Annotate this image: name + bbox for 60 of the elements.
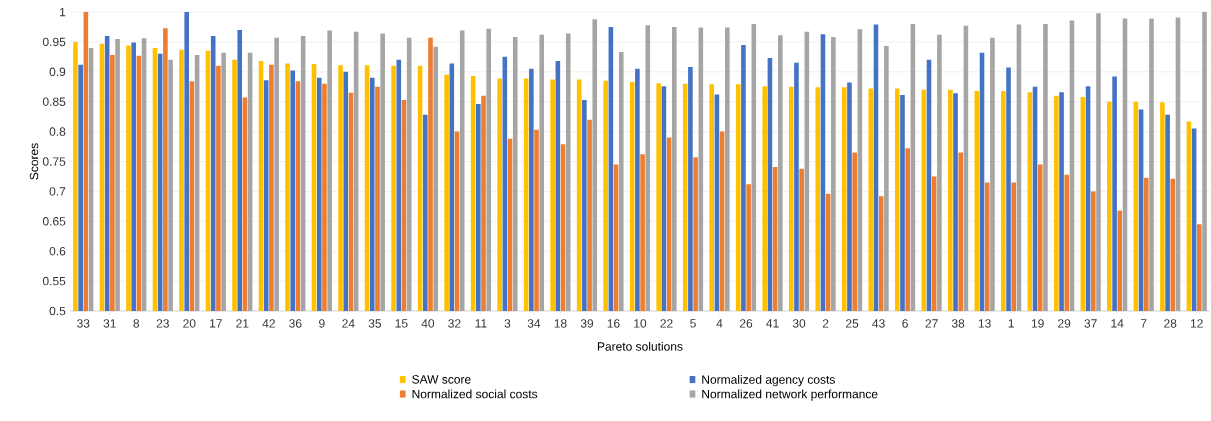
x-tick-label: 16: [607, 319, 620, 328]
x-tick-label: 36: [289, 319, 302, 328]
x-tick-label: 20: [183, 319, 196, 328]
x-tick-label: 41: [766, 319, 779, 328]
x-tick-label: 1: [1008, 319, 1014, 328]
x-tick-label: 28: [1164, 319, 1177, 328]
x-tick-label: 34: [527, 319, 541, 328]
x-tick-label: 17: [210, 319, 222, 328]
x-tick-label: 38: [951, 319, 965, 328]
y-tick-label: 0.85: [42, 97, 66, 106]
x-tick-label: 29: [1058, 319, 1071, 328]
y-tick-label: 0.95: [42, 37, 66, 47]
x-tick-label: 42: [262, 319, 275, 328]
x-tick-label: 19: [1031, 319, 1044, 328]
legend-label: Normalized agency costs: [702, 375, 835, 387]
y-tick-label: 0.7: [49, 187, 66, 196]
x-tick-label: 15: [395, 319, 408, 328]
x-tick-label: 26: [739, 319, 753, 328]
x-tick-label: 24: [342, 319, 355, 328]
x-tick-label: 14: [1111, 319, 1124, 328]
y-tick-label: 0.8: [49, 127, 66, 136]
x-tick-label: 37: [1084, 319, 1097, 328]
x-tick-label: 33: [77, 319, 90, 328]
legend-label: Normalized network performance: [702, 389, 878, 401]
x-tick-label: 5: [690, 319, 696, 328]
y-tick-label: 0.6: [49, 246, 66, 256]
y-tick-label: 0.9: [49, 67, 66, 77]
y-tick-label: 0.75: [42, 157, 66, 166]
y-tick-label: 0.55: [42, 276, 66, 286]
y-tick-label: 0.65: [42, 217, 66, 226]
x-tick-label: 8: [133, 319, 140, 328]
x-tick-label: 25: [845, 319, 859, 328]
x-tick-label: 3: [504, 319, 511, 328]
x-tick-label: 40: [421, 319, 435, 328]
x-tick-label: 18: [554, 319, 567, 328]
legend-label: SAW score: [412, 375, 471, 384]
x-tick-label: 21: [236, 319, 249, 328]
x-tick-label: 22: [660, 319, 673, 328]
x-tick-label: 31: [103, 319, 116, 328]
x-tick-label: 39: [580, 319, 594, 328]
x-tick-label: 12: [1190, 319, 1203, 328]
x-tick-label: 7: [1140, 319, 1147, 328]
x-tick-label: 4: [716, 319, 723, 328]
x-tick-label: 32: [448, 319, 461, 328]
y-axis-title: Scores: [29, 143, 39, 180]
x-tick-label: 2: [822, 319, 829, 328]
y-tick-label: 0.5: [49, 306, 66, 316]
x-tick-label: 6: [902, 319, 908, 328]
x-tick-label: 43: [872, 319, 885, 328]
x-tick-label: 35: [368, 319, 382, 328]
x-tick-label: 23: [156, 319, 169, 328]
x-tick-label: 11: [475, 319, 487, 328]
x-tick-label: 27: [925, 319, 938, 328]
x-tick-label: 13: [978, 319, 991, 328]
x-axis-title: Pareto solutions: [597, 341, 683, 351]
x-tick-label: 10: [634, 319, 647, 328]
y-tick-label: 1: [60, 7, 66, 17]
x-tick-label: 9: [319, 319, 325, 328]
legend-label: Normalized social costs: [412, 389, 538, 399]
x-tick-label: 30: [792, 319, 806, 328]
